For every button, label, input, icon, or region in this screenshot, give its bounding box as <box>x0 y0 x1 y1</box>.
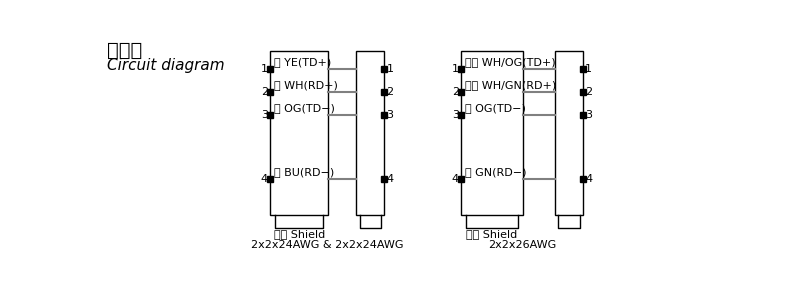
Text: 2: 2 <box>585 87 592 97</box>
Text: 橙 OG(TD−): 橙 OG(TD−) <box>274 103 335 113</box>
Text: 蓝 BU(RD−): 蓝 BU(RD−) <box>274 167 335 177</box>
Bar <box>271 51 328 216</box>
Text: 4: 4 <box>452 174 459 184</box>
Text: 2x2x24AWG & 2x2x24AWG: 2x2x24AWG & 2x2x24AWG <box>251 240 403 250</box>
Text: 1: 1 <box>261 64 268 74</box>
Bar <box>357 51 384 216</box>
Text: 2: 2 <box>452 87 459 97</box>
Text: 1: 1 <box>387 64 394 74</box>
Bar <box>555 51 583 216</box>
Text: 屏蔽 Shield: 屏蔽 Shield <box>467 229 517 239</box>
Text: 3: 3 <box>261 111 268 120</box>
Text: 白 WH(RD+): 白 WH(RD+) <box>274 80 338 90</box>
Text: 1: 1 <box>452 64 459 74</box>
Text: 4: 4 <box>585 174 592 184</box>
Text: 电路图: 电路图 <box>107 41 142 60</box>
Text: 屏蔽 Shield: 屏蔽 Shield <box>274 229 325 239</box>
Text: 1: 1 <box>585 64 592 74</box>
Text: 白橙 WH/OG(TD+): 白橙 WH/OG(TD+) <box>465 57 556 67</box>
Text: 2: 2 <box>387 87 394 97</box>
Text: 4: 4 <box>387 174 394 184</box>
Text: 3: 3 <box>585 111 592 120</box>
Text: 2: 2 <box>261 87 268 97</box>
Text: 橙 OG(TD−): 橙 OG(TD−) <box>465 103 526 113</box>
Text: 黄 YE(TD+): 黄 YE(TD+) <box>274 57 331 67</box>
Text: 3: 3 <box>452 111 459 120</box>
Text: 2x2x26AWG: 2x2x26AWG <box>488 240 556 250</box>
Text: 白绿 WH/GN(RD+): 白绿 WH/GN(RD+) <box>465 80 556 90</box>
Text: 4: 4 <box>261 174 268 184</box>
Text: Circuit diagram: Circuit diagram <box>107 58 225 73</box>
Text: 绿 GN(RD−): 绿 GN(RD−) <box>465 167 527 177</box>
Bar <box>461 51 523 216</box>
Text: 3: 3 <box>387 111 394 120</box>
